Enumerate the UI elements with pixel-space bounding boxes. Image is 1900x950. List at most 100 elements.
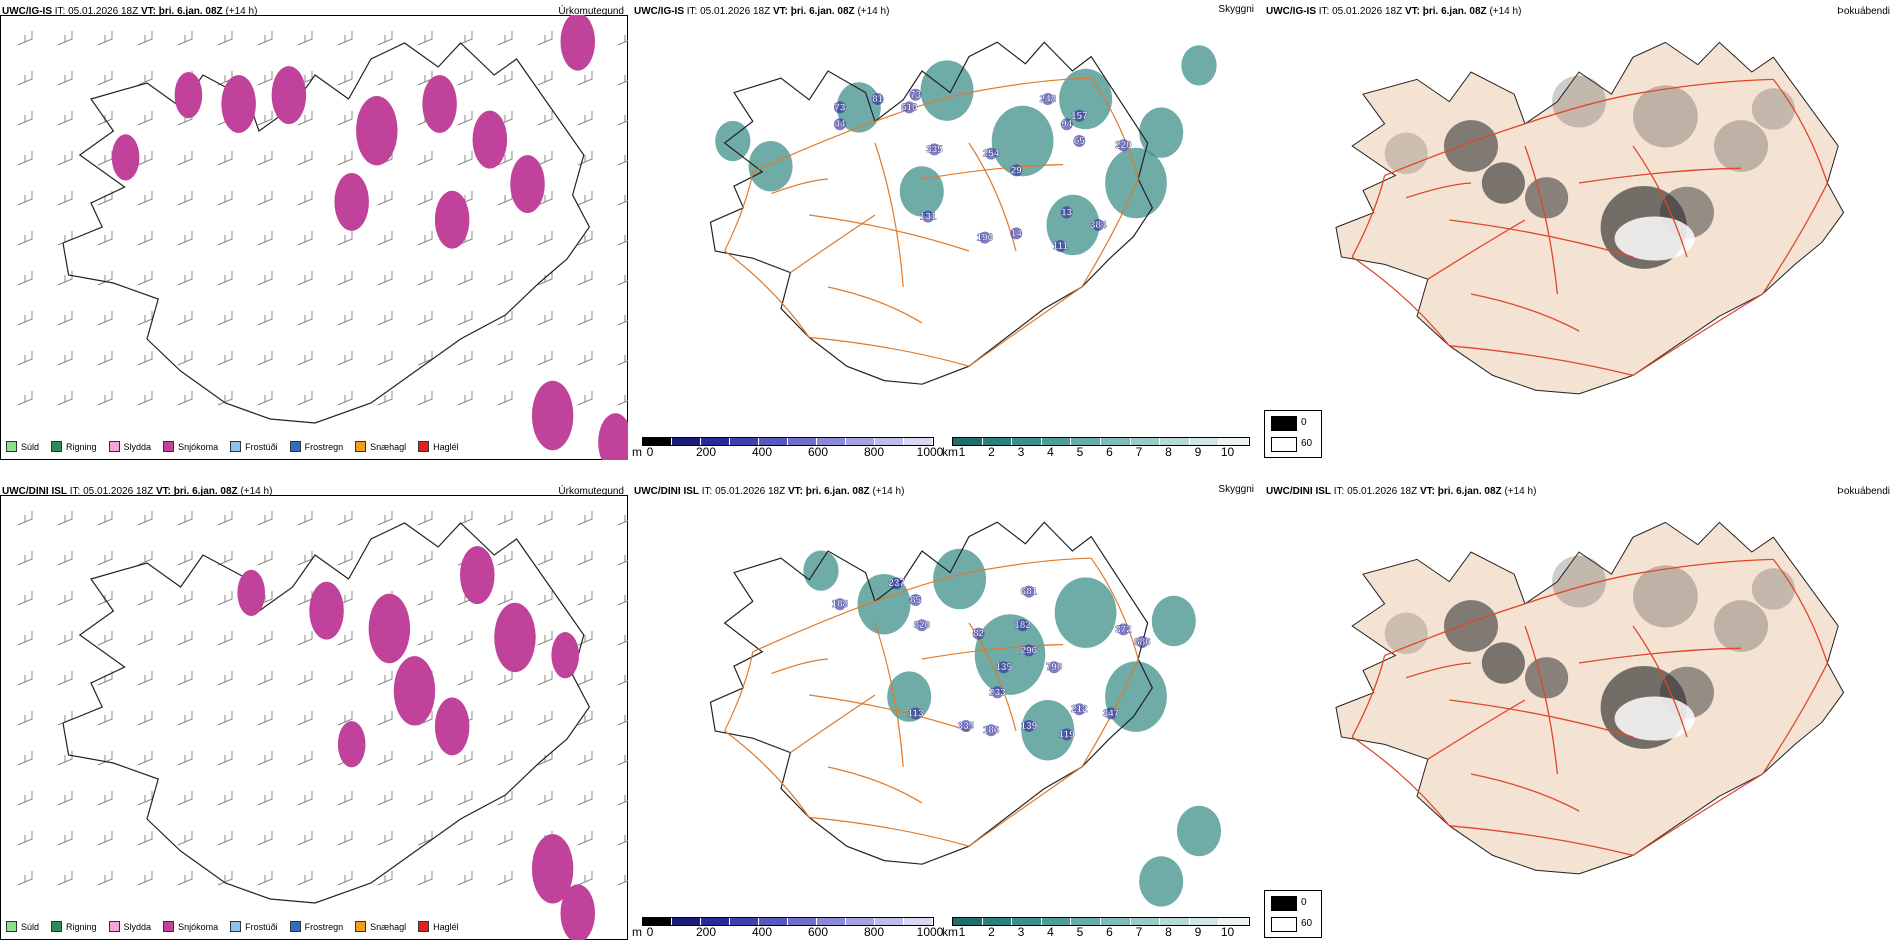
cloud-visibility-panel: UWC/DINI ISL IT: 05.01.2026 18Z VT: þri.… (632, 480, 1262, 950)
wind-barb (377, 671, 393, 686)
visibility-area (803, 550, 839, 591)
wind-barb (257, 111, 273, 126)
wind-barb (497, 31, 513, 46)
legend-label: Frostregn (304, 921, 344, 932)
wind-barb (17, 711, 33, 726)
wind-barb (577, 351, 593, 366)
cloud-base-value: 820 (913, 620, 930, 631)
road-line (874, 572, 970, 602)
wind-barb (337, 871, 353, 886)
colorbar-tick: 0 (646, 925, 654, 939)
legend-item: Súld (6, 921, 39, 932)
map-frame (0, 15, 628, 460)
wind-barb (97, 191, 113, 206)
cloud-base-value: 384 (1090, 220, 1107, 231)
wind-barb (617, 275, 628, 286)
wind-barb (97, 791, 113, 806)
road-line (1405, 662, 1472, 679)
wind-barb (17, 871, 33, 886)
cloud-base-value: 186 (983, 725, 1000, 736)
wind-barb (457, 71, 473, 86)
colorbar-tick: 10 (1220, 925, 1235, 939)
precip-type-panel: UWC/IG-IS IT: 05.01.2026 18Z VT: þri. 6.… (0, 0, 630, 470)
wind-barb (497, 711, 513, 726)
wind-barb (617, 75, 628, 86)
wind-barb (617, 35, 628, 46)
wind-barb (577, 71, 593, 86)
wind-barb (337, 111, 353, 126)
wind-barb (97, 151, 113, 166)
wind-barb (297, 631, 313, 646)
cloud-base-value: 119 (1059, 729, 1076, 740)
cloud-base-value: 157 (1071, 111, 1088, 122)
cloud-base-value: 886 (1134, 637, 1151, 648)
legend-label: Rigning (66, 441, 97, 452)
panel-header: UWC/DINI ISL IT: 05.01.2026 18Z VT: þri.… (1266, 486, 1537, 497)
cloud-base-value: 335 (958, 721, 975, 732)
legend-label: Slydda (123, 441, 152, 452)
fog-area (1481, 162, 1525, 204)
panel-title: Skyggni (1218, 484, 1254, 495)
legend-swatch (230, 441, 242, 452)
wind-barb (577, 271, 593, 286)
wind-barb (217, 31, 233, 46)
wind-barb (177, 391, 193, 406)
wind-barb (497, 871, 513, 886)
cloud-base-value: 13 (1061, 207, 1073, 218)
wind-barb (97, 391, 113, 406)
cloud-base-value: 196 (976, 233, 993, 244)
wind-barb (57, 551, 73, 566)
wind-barb (497, 511, 513, 526)
wind-barb (417, 31, 433, 46)
fog-area (1525, 177, 1569, 219)
wind-barb (617, 835, 628, 846)
legend-label: Haglél (433, 921, 459, 932)
wind-barb (457, 871, 473, 886)
road-line (874, 622, 904, 768)
wind-barb (617, 515, 628, 526)
wind-barb (217, 831, 233, 846)
legend-label: Snæhagl (370, 441, 407, 452)
wind-barb (337, 151, 353, 166)
glacier-area (1614, 696, 1695, 741)
wind-barb (457, 271, 473, 286)
wind-barb (177, 711, 193, 726)
wind-barb (617, 395, 628, 406)
legend-swatch (163, 921, 175, 932)
cloud-base-blob (1041, 93, 1054, 105)
colorbar-tick: 5 (1076, 445, 1084, 459)
legend-item: Snjókoma (163, 921, 218, 932)
cloud-base-values: 681 188 237 85 82 820 182 296 135 790 233 113 335 186… (831, 577, 1151, 741)
panel-title: Skyggni (1218, 4, 1254, 15)
wind-barb (577, 191, 593, 206)
snow-area (551, 632, 580, 679)
wind-barb (17, 111, 33, 126)
wind-barb (457, 631, 473, 646)
wind-barb (337, 791, 353, 806)
wind-barbs (17, 511, 628, 886)
panel-title: Þokuábendi (1837, 6, 1890, 17)
wind-barb (177, 191, 193, 206)
wind-barb (537, 31, 553, 46)
wind-barb (217, 311, 233, 326)
precip-map (17, 511, 628, 940)
map-frame (0, 495, 628, 940)
snow-area (460, 546, 495, 605)
wind-barb (257, 551, 273, 566)
wind-barb (97, 671, 113, 686)
wind-barb (177, 271, 193, 286)
cloud-base-blob (959, 720, 972, 732)
cloud-base-value: 233 (989, 687, 1006, 698)
road-line (968, 286, 1083, 367)
road-line (790, 214, 876, 274)
wind-barb (297, 191, 313, 206)
snow-area (337, 721, 366, 768)
wind-barb (297, 871, 313, 886)
legend-item: Haglél (418, 441, 459, 452)
wind-barb (497, 671, 513, 686)
wind-barb (97, 351, 113, 366)
cloud-base-value: 94 (1061, 119, 1073, 130)
wind-barb (57, 191, 73, 206)
wind-barb (57, 751, 73, 766)
wind-barb (497, 551, 513, 566)
